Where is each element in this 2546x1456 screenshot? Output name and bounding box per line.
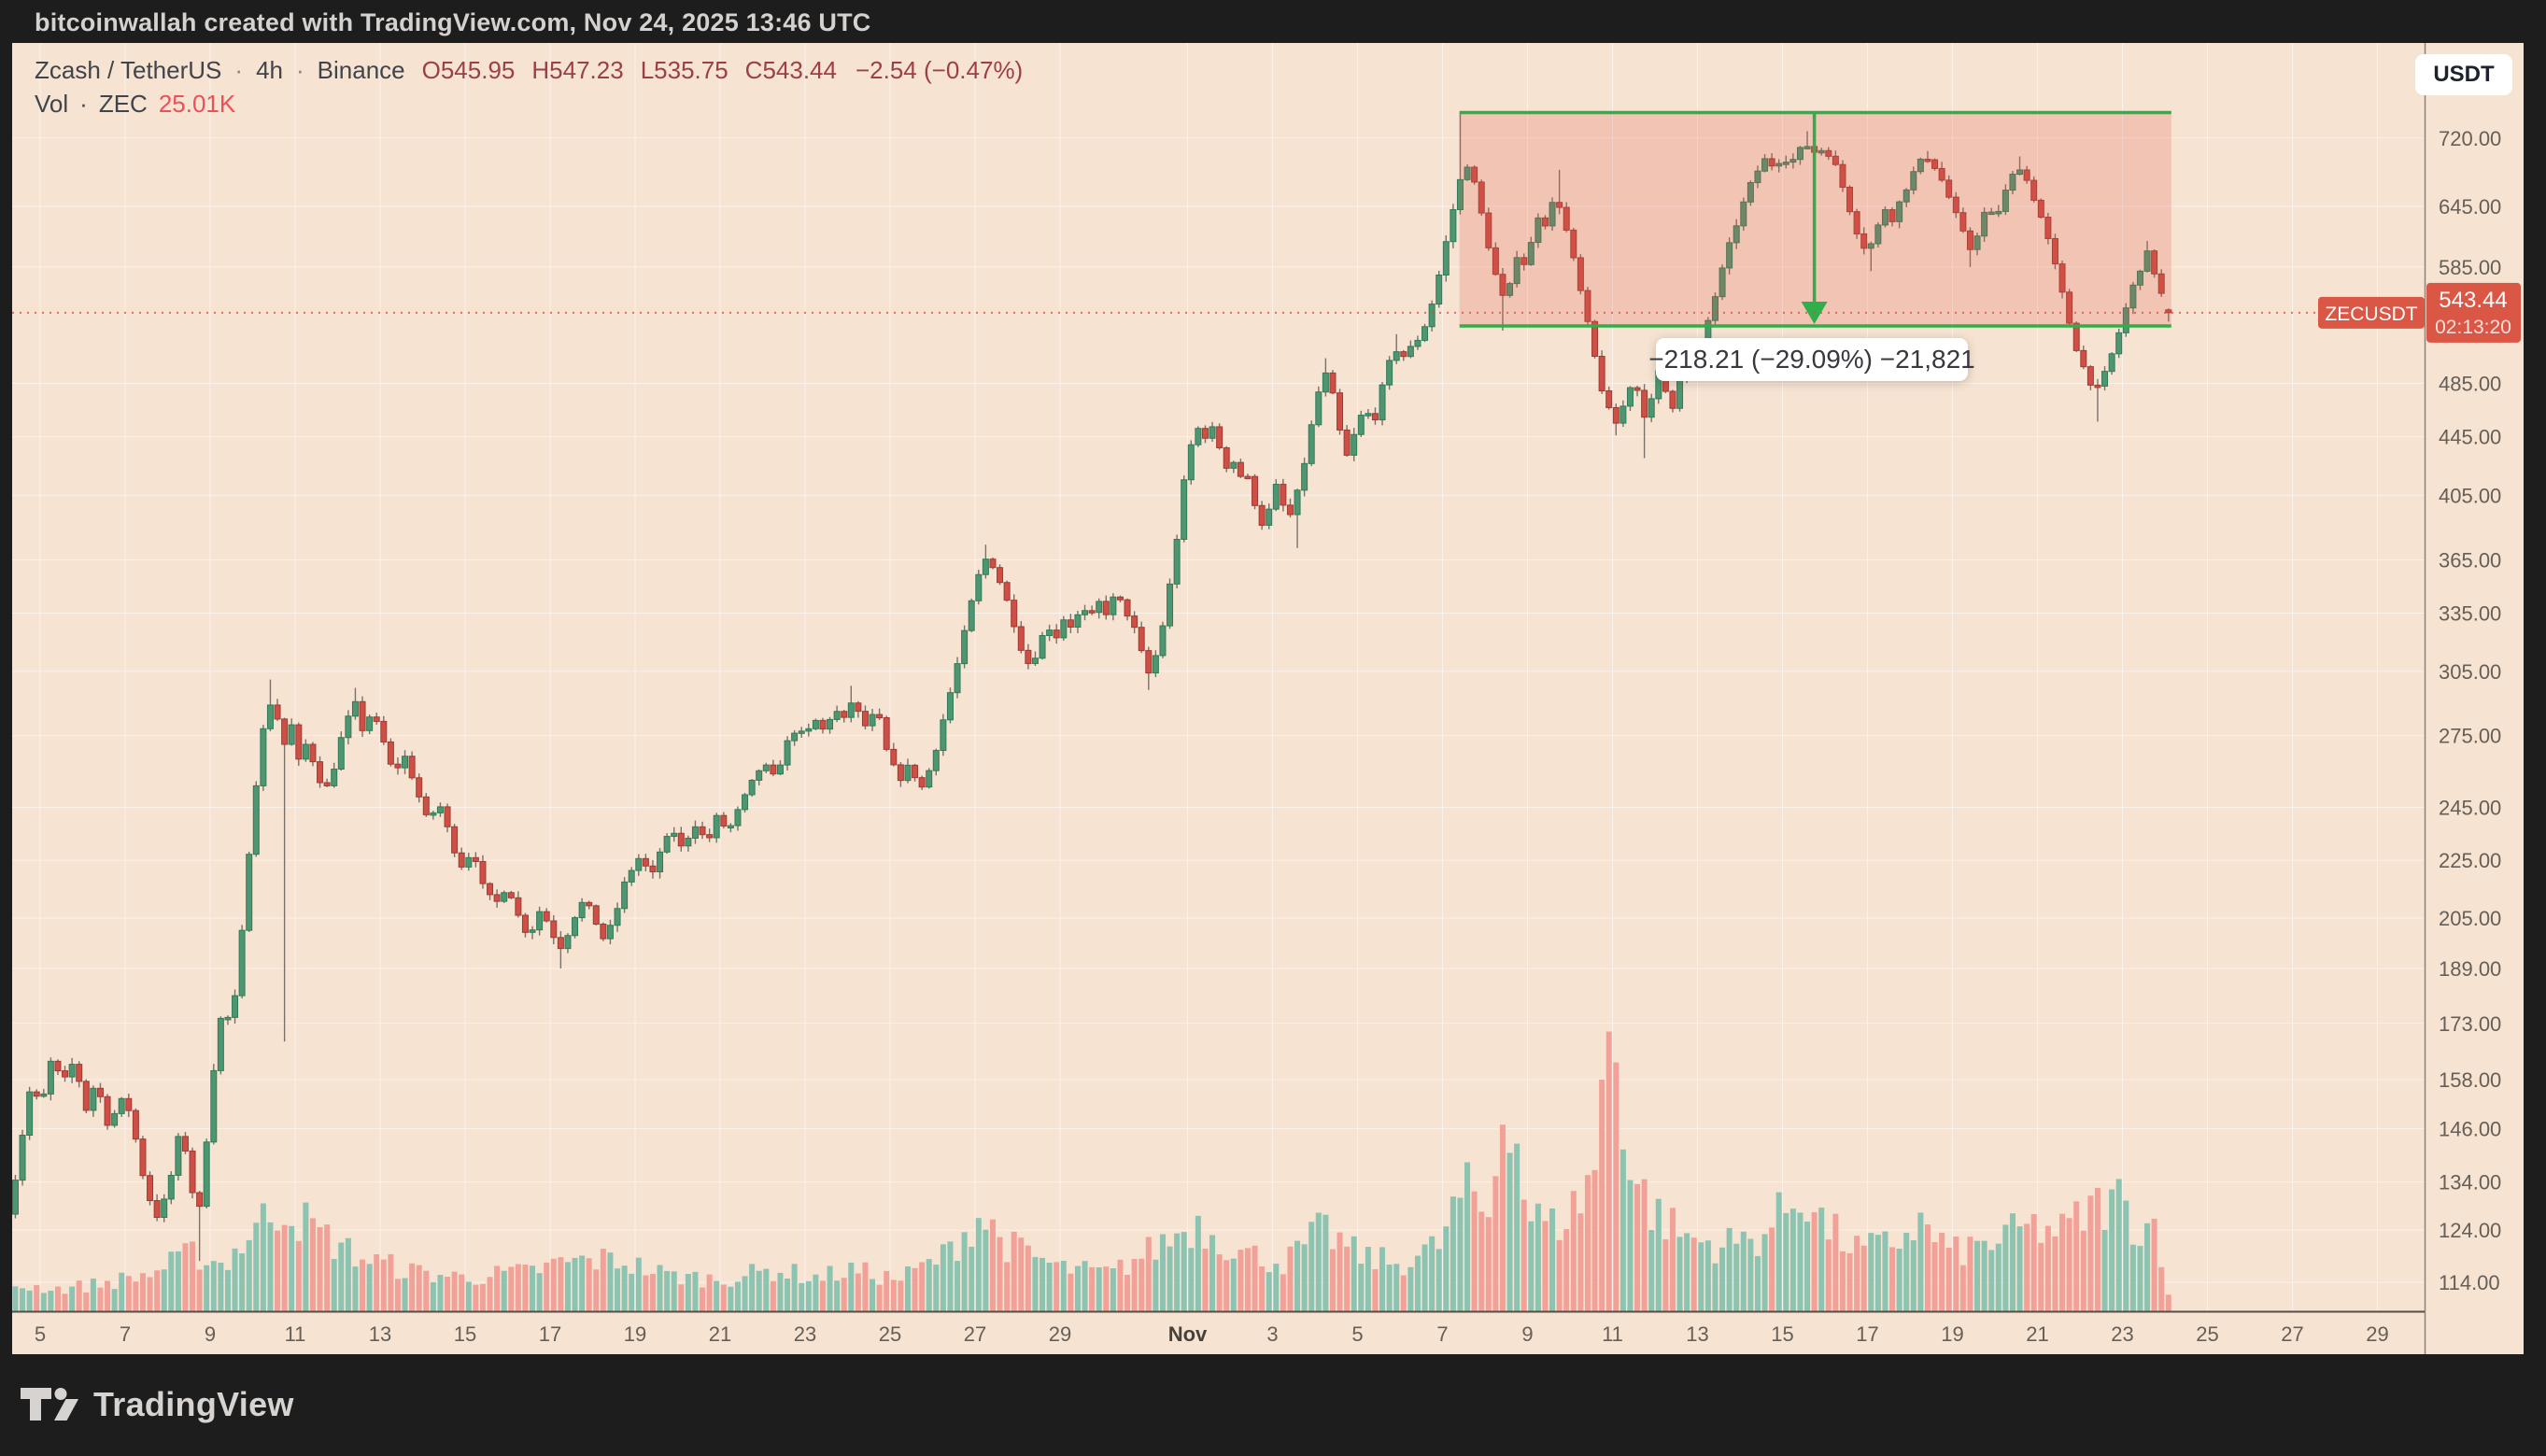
tradingview-logo-icon[interactable] <box>21 1388 78 1421</box>
grid-lines <box>12 43 2425 1311</box>
svg-text:114.00: 114.00 <box>2439 1271 2500 1294</box>
candlestick-series <box>12 112 2172 1262</box>
svg-text:720.00: 720.00 <box>2439 127 2501 150</box>
svg-text:645.00: 645.00 <box>2439 195 2501 219</box>
tradingview-brand-text[interactable]: TradingView <box>93 1385 294 1423</box>
svg-text:9: 9 <box>205 1322 216 1346</box>
svg-text:23: 23 <box>2111 1322 2133 1346</box>
price-change: −2.54 (−0.47%) <box>855 56 1024 84</box>
svg-text:205.00: 205.00 <box>2439 907 2501 930</box>
symbol-header: Zcash / TetherUS · 4h · Binance O545.95 … <box>35 56 1023 85</box>
svg-text:225.00: 225.00 <box>2439 849 2501 872</box>
svg-text:23: 23 <box>794 1322 816 1346</box>
svg-text:11: 11 <box>285 1322 306 1346</box>
svg-text:585.00: 585.00 <box>2439 256 2501 279</box>
interval-value[interactable]: 4h <box>256 56 283 84</box>
footer-bar: TradingView <box>21 1385 294 1424</box>
svg-text:17: 17 <box>539 1322 561 1346</box>
time-axis[interactable]: 5 7 9 11 13 15 17 19 21 23 25 27 29 Nov 3 5 7 9 11 13 15 17 19… <box>35 1322 2389 1346</box>
volume-indicator-row: Vol · ZEC 25.01K <box>35 90 235 119</box>
measure-price-range-tool[interactable] <box>1459 110 2171 328</box>
volume-label: Vol <box>35 90 69 118</box>
ohlc-high: H547.23 <box>531 56 624 84</box>
svg-text:29: 29 <box>1049 1322 1071 1346</box>
svg-text:3: 3 <box>1266 1322 1278 1346</box>
volume-value: 25.01K <box>158 90 236 118</box>
currency-toggle-button[interactable]: USDT <box>2415 54 2512 95</box>
svg-text:ZECUSDT: ZECUSDT <box>2325 304 2417 325</box>
last-price-label: 543.44 02:13:20 <box>2426 282 2521 343</box>
ohlc-close: C543.44 <box>744 56 837 84</box>
separator-dot: · <box>79 90 88 118</box>
svg-text:25: 25 <box>879 1322 901 1346</box>
svg-text:275.00: 275.00 <box>2439 725 2501 748</box>
chart-widget[interactable]: 720.00 645.00 585.00 485.00 445.00 405.00 365.… <box>12 43 2524 1354</box>
ohlc-open: O545.95 <box>421 56 516 84</box>
svg-text:305.00: 305.00 <box>2439 660 2501 684</box>
svg-text:29: 29 <box>2366 1322 2388 1346</box>
svg-text:335.00: 335.00 <box>2439 601 2501 625</box>
svg-text:146.00: 146.00 <box>2439 1118 2501 1141</box>
svg-text:11: 11 <box>1602 1322 1623 1346</box>
price-axis[interactable]: 720.00 645.00 585.00 485.00 445.00 405.00 365.… <box>2439 127 2501 1294</box>
svg-text:543.44: 543.44 <box>2439 288 2507 313</box>
attribution-bar: bitcoinwallah created with TradingView.c… <box>35 7 871 38</box>
separator-dot: · <box>295 56 304 84</box>
svg-text:21: 21 <box>709 1322 731 1346</box>
svg-text:7: 7 <box>120 1322 131 1346</box>
svg-text:02:13:20: 02:13:20 <box>2435 317 2511 338</box>
chart-canvas[interactable]: 720.00 645.00 585.00 485.00 445.00 405.00 365.… <box>12 43 2524 1354</box>
svg-text:15: 15 <box>454 1322 476 1346</box>
svg-text:21: 21 <box>2026 1322 2048 1346</box>
volume-series <box>12 1031 2171 1311</box>
svg-text:19: 19 <box>624 1322 646 1346</box>
separator-dot: · <box>234 56 244 84</box>
svg-text:134.00: 134.00 <box>2439 1171 2501 1194</box>
ohlc-low: L535.75 <box>640 56 728 84</box>
svg-text:173.00: 173.00 <box>2439 1012 2501 1036</box>
svg-text:485.00: 485.00 <box>2439 372 2501 395</box>
svg-text:13: 13 <box>369 1322 391 1346</box>
symbol-price-tag: ZECUSDT <box>2318 296 2425 329</box>
svg-text:Nov: Nov <box>1168 1322 1208 1346</box>
volume-unit: ZEC <box>98 90 148 118</box>
symbol-name[interactable]: Zcash / TetherUS <box>35 56 222 84</box>
svg-text:25: 25 <box>2196 1322 2218 1346</box>
svg-text:405.00: 405.00 <box>2439 484 2501 507</box>
svg-text:13: 13 <box>1686 1322 1708 1346</box>
measure-tooltip-text: −218.21 (−29.09%) −21,821 <box>1648 345 1975 374</box>
svg-text:15: 15 <box>1771 1322 1793 1346</box>
svg-text:5: 5 <box>1351 1322 1363 1346</box>
attribution-text: bitcoinwallah created with TradingView.c… <box>35 7 871 36</box>
svg-text:158.00: 158.00 <box>2439 1068 2501 1092</box>
svg-text:27: 27 <box>964 1322 986 1346</box>
svg-text:445.00: 445.00 <box>2439 426 2501 449</box>
measure-tooltip: −218.21 (−29.09%) −21,821 <box>1648 338 1975 381</box>
exchange-name[interactable]: Binance <box>317 56 405 84</box>
svg-text:365.00: 365.00 <box>2439 548 2501 572</box>
svg-text:7: 7 <box>1436 1322 1448 1346</box>
svg-text:19: 19 <box>1941 1322 1963 1346</box>
svg-text:17: 17 <box>1856 1322 1878 1346</box>
svg-text:245.00: 245.00 <box>2439 796 2501 819</box>
svg-text:27: 27 <box>2281 1322 2303 1346</box>
svg-text:189.00: 189.00 <box>2439 957 2501 981</box>
svg-text:9: 9 <box>1521 1322 1533 1346</box>
svg-text:5: 5 <box>35 1322 46 1346</box>
svg-text:124.00: 124.00 <box>2439 1219 2501 1242</box>
